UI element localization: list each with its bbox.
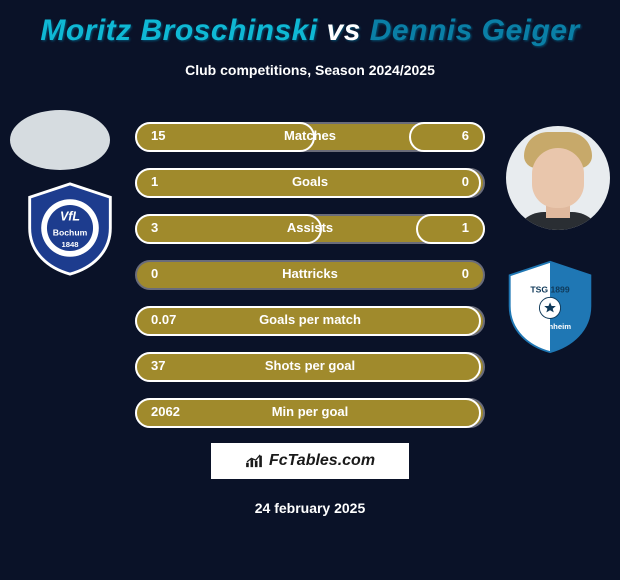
club-left-badge: VfL Bochum 1848 (22, 180, 118, 276)
subtitle: Club competitions, Season 2024/2025 (0, 62, 620, 78)
svg-text:Bochum: Bochum (53, 228, 88, 238)
stat-label: Hattricks (137, 266, 483, 281)
player-skin (532, 148, 584, 208)
svg-text:Hoffenheim: Hoffenheim (529, 322, 571, 331)
date-label: 24 february 2025 (0, 500, 620, 516)
svg-text:VfL: VfL (60, 209, 80, 223)
stat-value-left: 1 (151, 174, 158, 189)
stat-label: Assists (137, 220, 483, 235)
stat-row: Shots per goal37 (135, 352, 485, 382)
svg-text:1848: 1848 (61, 240, 79, 249)
stat-label: Min per goal (137, 404, 483, 419)
svg-text:TSG 1899: TSG 1899 (530, 285, 570, 295)
stat-value-left: 37 (151, 358, 165, 373)
stats-container: Matches156Goals10Assists31Hattricks00Goa… (135, 122, 485, 444)
stat-value-left: 15 (151, 128, 165, 143)
stat-value-right: 0 (462, 266, 469, 281)
player-right-avatar (506, 126, 610, 230)
branding-badge: FcTables.com (210, 442, 410, 480)
stat-value-right: 1 (462, 220, 469, 235)
player-right-face (506, 126, 610, 230)
stat-row: Goals per match0.07 (135, 306, 485, 336)
stat-row: Min per goal2062 (135, 398, 485, 428)
stat-row: Matches15 6 (135, 122, 485, 152)
club-right-badge: TSG 1899 Hoffenheim (502, 258, 598, 354)
chart-icon (245, 454, 263, 468)
stat-label: Matches (137, 128, 483, 143)
player-left-avatar (10, 110, 110, 170)
branding-label: FcTables.com (269, 452, 375, 470)
stat-value-left: 0.07 (151, 312, 176, 327)
stat-value-right: 6 (462, 128, 469, 143)
stat-label: Goals per match (137, 312, 483, 327)
comparison-title: Moritz Broschinski vs Dennis Geiger (0, 0, 620, 48)
stat-label: Shots per goal (137, 358, 483, 373)
stat-label: Goals (137, 174, 483, 189)
stat-value-left: 0 (151, 266, 158, 281)
stat-value-left: 2062 (151, 404, 180, 419)
stat-row: Hattricks0 0 (135, 260, 485, 290)
stat-value-right: 0 (462, 174, 469, 189)
stat-row: Assists3 1 (135, 214, 485, 244)
stat-value-left: 3 (151, 220, 158, 235)
stat-row: Goals1 0 (135, 168, 485, 198)
